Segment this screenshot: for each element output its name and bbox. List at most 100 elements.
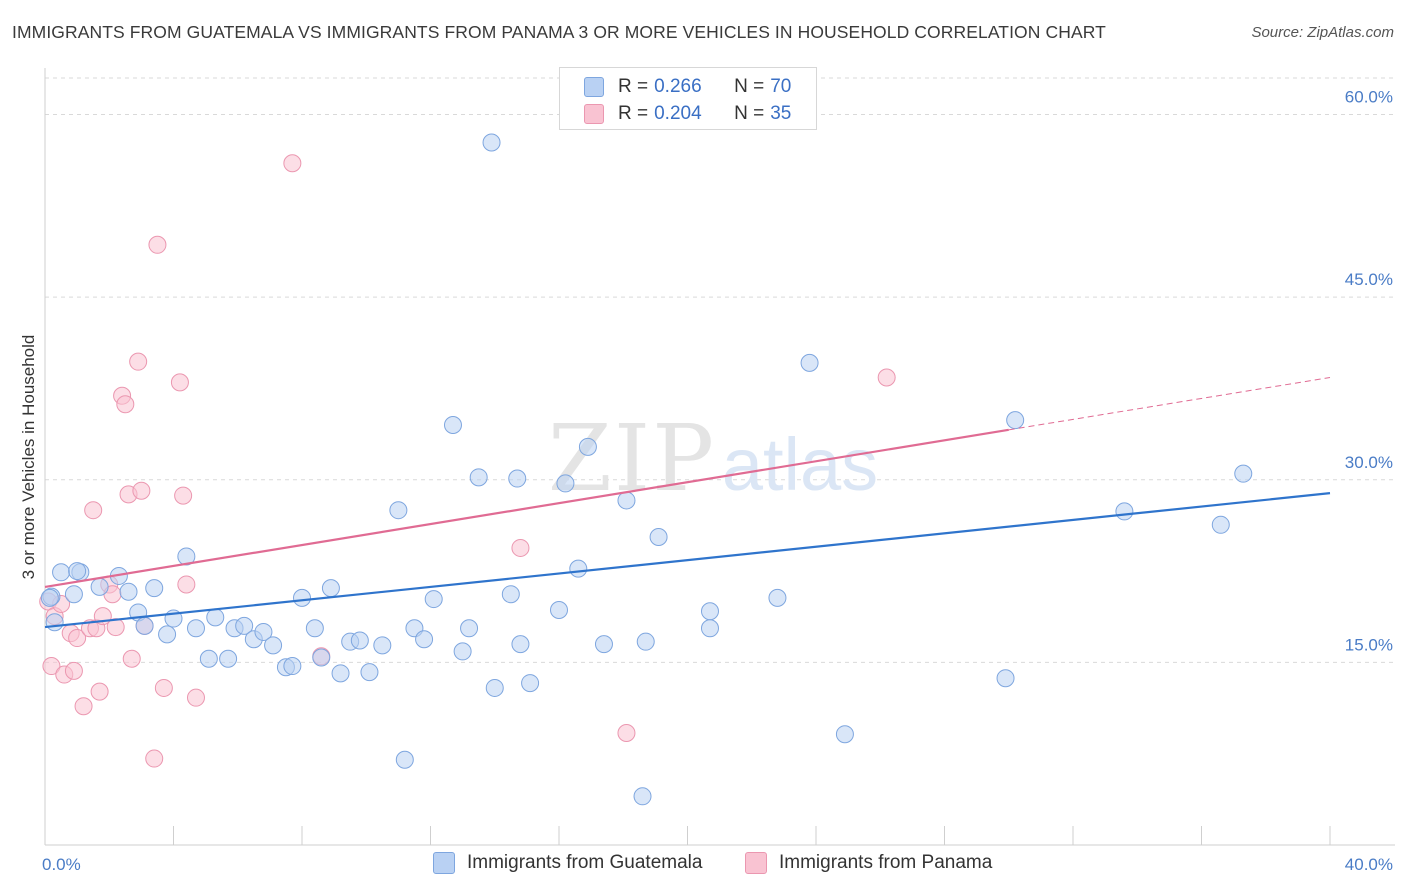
legend-n-label: N = bbox=[734, 103, 764, 125]
panama-point bbox=[91, 683, 108, 700]
guatemala-point bbox=[769, 589, 786, 606]
guatemala-point bbox=[322, 580, 339, 597]
guatemala-point bbox=[454, 643, 471, 660]
legend-item-label: Immigrants from Panama bbox=[779, 852, 992, 874]
stats-legend: R = 0.266 N = 70 R = 0.204 N = 35 bbox=[559, 67, 817, 130]
guatemala-point bbox=[557, 475, 574, 492]
guatemala-point bbox=[618, 492, 635, 509]
y-tick-label: 60.0% bbox=[1345, 88, 1393, 107]
panama-point bbox=[175, 487, 192, 504]
legend-n-label: N = bbox=[734, 76, 764, 98]
guatemala-point bbox=[306, 620, 323, 637]
guatemala-point bbox=[416, 631, 433, 648]
panama-point bbox=[85, 502, 102, 519]
guatemala-point bbox=[284, 658, 301, 675]
y-tick-label: 45.0% bbox=[1345, 270, 1393, 289]
y-axis-label: 3 or more Vehicles in Household bbox=[19, 335, 38, 580]
guatemala-trend-line bbox=[45, 493, 1330, 627]
guatemala-point bbox=[701, 620, 718, 637]
series-legend: Immigrants from Guatemala Immigrants fro… bbox=[0, 852, 1406, 878]
legend-item-guatemala: Immigrants from Guatemala bbox=[433, 852, 702, 874]
guatemala-point bbox=[512, 636, 529, 653]
guatemala-point bbox=[294, 589, 311, 606]
panama-point bbox=[146, 750, 163, 767]
panama-point bbox=[187, 689, 204, 706]
guatemala-point bbox=[396, 751, 413, 768]
panama-point bbox=[284, 155, 301, 172]
legend-r-label: R = bbox=[618, 103, 648, 125]
guatemala-point bbox=[502, 586, 519, 603]
guatemala-point bbox=[220, 650, 237, 667]
panama-point bbox=[130, 353, 147, 370]
panama-point bbox=[171, 374, 188, 391]
guatemala-point bbox=[361, 664, 378, 681]
guatemala-point bbox=[351, 632, 368, 649]
grid-lines bbox=[45, 78, 1395, 662]
panama-trend-line bbox=[45, 430, 1009, 587]
legend-n-value: 35 bbox=[770, 103, 791, 125]
guatemala-point bbox=[91, 578, 108, 595]
guatemala-point bbox=[146, 580, 163, 597]
guatemala-point bbox=[159, 626, 176, 643]
panama-point bbox=[878, 369, 895, 386]
guatemala-point bbox=[444, 416, 461, 433]
panama-point bbox=[75, 698, 92, 715]
guatemala-swatch bbox=[433, 852, 455, 874]
guatemala-point bbox=[187, 620, 204, 637]
guatemala-point bbox=[332, 665, 349, 682]
guatemala-swatch bbox=[584, 77, 604, 97]
panama-point bbox=[618, 724, 635, 741]
guatemala-point bbox=[120, 583, 137, 600]
guatemala-point bbox=[1007, 412, 1024, 429]
guatemala-point bbox=[483, 134, 500, 151]
panama-swatch bbox=[584, 104, 604, 124]
guatemala-point bbox=[836, 726, 853, 743]
guatemala-point bbox=[200, 650, 217, 667]
legend-row-guatemala: R = 0.266 N = 70 bbox=[584, 74, 791, 100]
panama-point bbox=[123, 650, 140, 667]
guatemala-point bbox=[207, 609, 224, 626]
panama-point bbox=[512, 539, 529, 556]
panama-point bbox=[117, 396, 134, 413]
guatemala-point bbox=[509, 470, 526, 487]
panama-point bbox=[178, 576, 195, 593]
guatemala-point bbox=[1212, 516, 1229, 533]
guatemala-point bbox=[595, 636, 612, 653]
guatemala-point bbox=[136, 617, 153, 634]
panama-point bbox=[149, 236, 166, 253]
guatemala-point bbox=[425, 591, 442, 608]
guatemala-point bbox=[1116, 503, 1133, 520]
guatemala-point bbox=[650, 528, 667, 545]
guatemala-point bbox=[46, 614, 63, 631]
guatemala-point bbox=[53, 564, 70, 581]
tick-labels: 15.0%30.0%45.0%60.0%0.0%40.0% bbox=[42, 88, 1393, 874]
legend-n-value: 70 bbox=[770, 76, 791, 98]
guatemala-point bbox=[313, 649, 330, 666]
guatemala-point bbox=[265, 637, 282, 654]
guatemala-point bbox=[634, 788, 651, 805]
guatemala-point bbox=[570, 560, 587, 577]
guatemala-point bbox=[579, 438, 596, 455]
panama-point bbox=[65, 662, 82, 679]
legend-r-value: 0.266 bbox=[654, 76, 726, 98]
guatemala-point bbox=[470, 469, 487, 486]
legend-item-panama: Immigrants from Panama bbox=[745, 852, 992, 874]
guatemala-point bbox=[461, 620, 478, 637]
legend-row-panama: R = 0.204 N = 35 bbox=[584, 101, 791, 127]
guatemala-point bbox=[374, 637, 391, 654]
y-tick-label: 15.0% bbox=[1345, 635, 1393, 654]
guatemala-point bbox=[65, 586, 82, 603]
panama-trend-extension bbox=[1009, 377, 1330, 429]
guatemala-point bbox=[801, 354, 818, 371]
panama-point bbox=[155, 679, 172, 696]
guatemala-point bbox=[701, 603, 718, 620]
guatemala-point bbox=[637, 633, 654, 650]
guatemala-point bbox=[69, 563, 86, 580]
guatemala-point bbox=[390, 502, 407, 519]
legend-r-value: 0.204 bbox=[654, 103, 726, 125]
axes bbox=[45, 68, 1395, 845]
guatemala-point bbox=[41, 589, 58, 606]
y-tick-label: 30.0% bbox=[1345, 453, 1393, 472]
panama-swatch bbox=[745, 852, 767, 874]
